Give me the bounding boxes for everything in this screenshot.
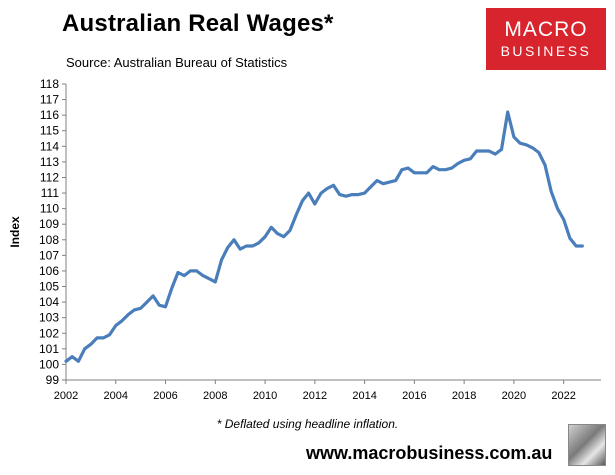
y-tick-label: 108	[39, 233, 59, 247]
footnote: * Deflated using headline inflation.	[216, 417, 399, 431]
y-tick-label: 103	[39, 311, 59, 325]
macrobusiness-logo: MACRO BUSINESS	[486, 8, 606, 70]
x-tick-label: 2018	[452, 390, 476, 402]
wolf-logo-icon	[568, 424, 606, 466]
y-tick-label: 109	[39, 217, 59, 231]
y-tick-label: 99	[46, 373, 60, 387]
x-tick-label: 2006	[153, 390, 177, 402]
y-tick-label: 107	[39, 248, 59, 262]
x-tick-label: 2022	[551, 390, 575, 402]
series-line-real-wages	[64, 110, 584, 363]
x-tick-label: 2008	[203, 390, 227, 402]
x-tick-label: 2012	[303, 390, 327, 402]
y-tick-label: 104	[39, 295, 59, 309]
y-tick-label: 112	[40, 170, 59, 184]
y-tick-label: 116	[40, 108, 59, 122]
y-tick-label: 105	[39, 280, 59, 294]
x-tick-label: 2014	[352, 390, 376, 402]
y-tick-label: 100	[39, 357, 59, 371]
website-url[interactable]: www.macrobusiness.com.au	[306, 443, 553, 463]
y-tick-label: 115	[40, 124, 59, 138]
y-tick-label: 113	[40, 155, 59, 169]
y-tick-label: 114	[40, 139, 59, 153]
chart-title: Australian Real Wages*	[62, 10, 334, 37]
x-tick-label: 2002	[54, 390, 78, 402]
y-tick-label: 106	[39, 264, 59, 278]
x-tick-label: 2020	[502, 390, 526, 402]
y-tick-label: 111	[41, 186, 60, 200]
y-tick-label: 110	[40, 202, 59, 216]
x-tick-label: 2004	[104, 390, 128, 402]
y-tick-label: 118	[40, 77, 59, 91]
x-tick-label: 2010	[253, 390, 277, 402]
y-tick-label: 117	[40, 93, 59, 107]
chart-source: Source: Australian Bureau of Statistics	[66, 55, 288, 70]
y-axis-label: Index	[8, 216, 22, 248]
y-tick-label: 102	[39, 326, 59, 340]
x-tick-label: 2016	[402, 390, 426, 402]
logo-line2: BUSINESS	[500, 43, 592, 59]
y-tick-label: 101	[39, 342, 59, 356]
logo-line1: MACRO	[504, 18, 588, 41]
